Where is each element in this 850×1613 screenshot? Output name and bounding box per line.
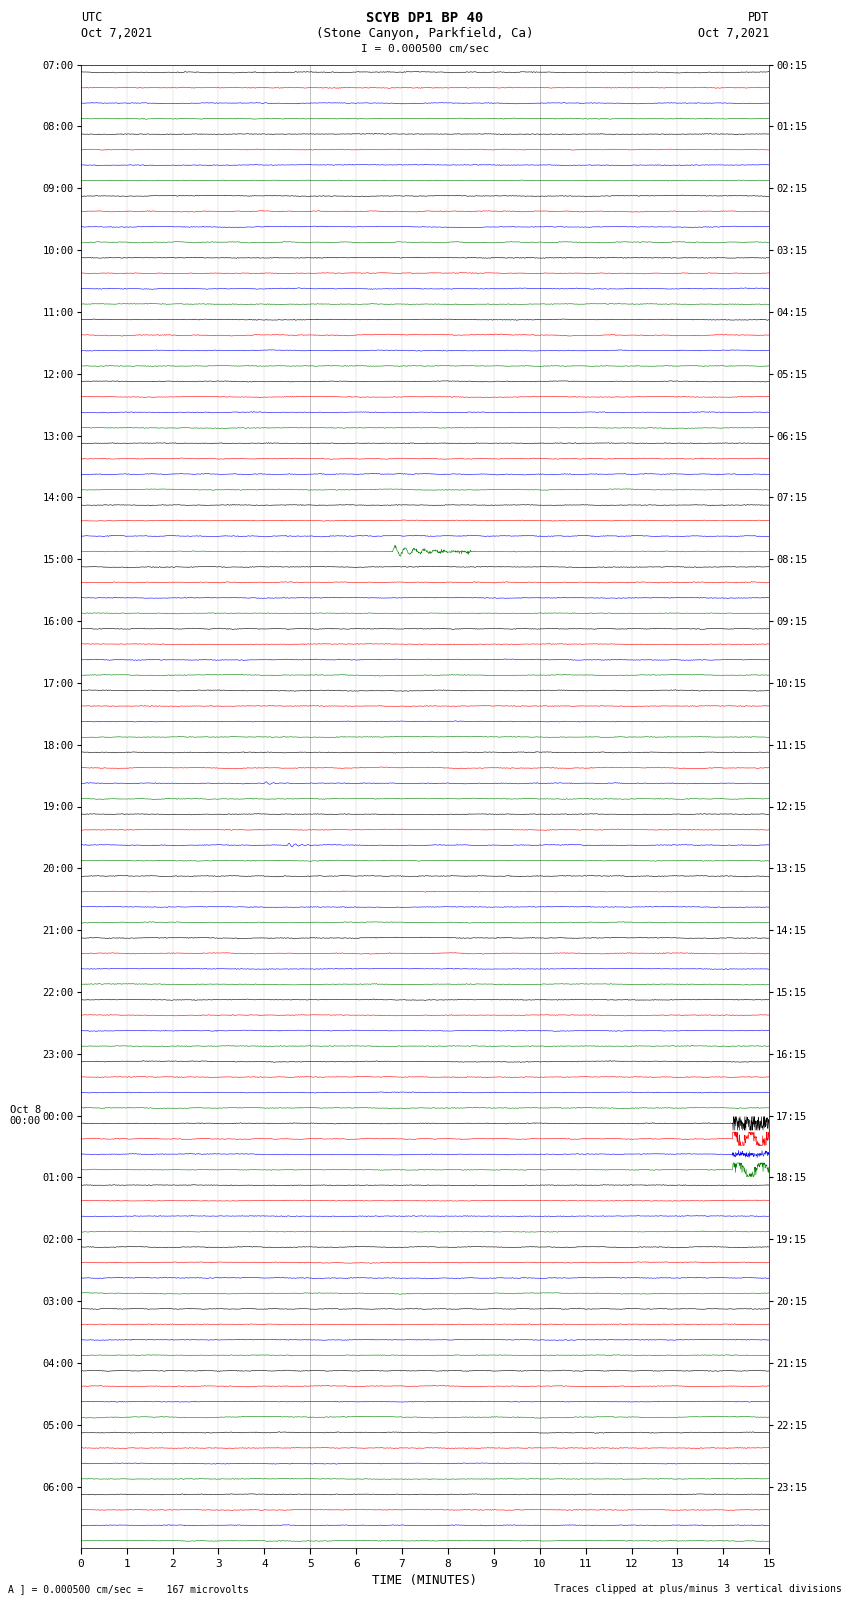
X-axis label: TIME (MINUTES): TIME (MINUTES) (372, 1574, 478, 1587)
Text: PDT: PDT (748, 11, 769, 24)
Text: A ] = 0.000500 cm/sec =    167 microvolts: A ] = 0.000500 cm/sec = 167 microvolts (8, 1584, 249, 1594)
Text: Oct 7,2021: Oct 7,2021 (81, 27, 152, 40)
Text: I = 0.000500 cm/sec: I = 0.000500 cm/sec (361, 44, 489, 53)
Text: (Stone Canyon, Parkfield, Ca): (Stone Canyon, Parkfield, Ca) (316, 27, 534, 40)
Text: SCYB DP1 BP 40: SCYB DP1 BP 40 (366, 11, 484, 26)
Text: UTC: UTC (81, 11, 102, 24)
Text: Oct 8
00:00: Oct 8 00:00 (10, 1105, 41, 1126)
Text: Traces clipped at plus/minus 3 vertical divisions: Traces clipped at plus/minus 3 vertical … (553, 1584, 842, 1594)
Text: Oct 7,2021: Oct 7,2021 (698, 27, 769, 40)
